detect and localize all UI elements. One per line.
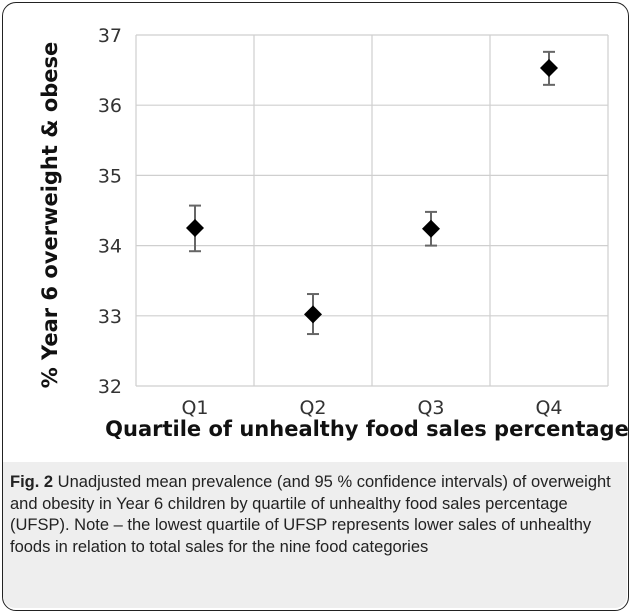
data-point-q3 (422, 219, 440, 238)
data-point-q4 (540, 58, 558, 77)
x-tick-label: Q2 (299, 397, 326, 419)
x-tick-labels: Q1 Q2 Q3 Q4 (181, 397, 562, 419)
y-tick-label: 36 (98, 95, 122, 117)
data-point-q2 (304, 305, 322, 324)
grid (135, 34, 609, 387)
x-axis-label: Quartile of unhealthy food sales percent… (105, 417, 629, 441)
y-tick-label: 33 (98, 306, 122, 328)
x-tick-label: Q4 (535, 397, 562, 419)
x-tick-label: Q3 (417, 397, 444, 419)
figure-caption: Fig. 2 Unadjusted mean prevalence (and 9… (10, 472, 620, 558)
y-tick-label: 37 (98, 25, 122, 47)
y-tick-label: 34 (98, 236, 122, 258)
x-tick-label: Q1 (181, 397, 208, 419)
caption-panel (3, 462, 627, 608)
y-tick-label: 35 (98, 165, 122, 187)
caption-text: Unadjusted mean prevalence (and 95 % con… (10, 473, 611, 556)
y-axis-label: % Year 6 overweight & obese (38, 42, 62, 389)
y-tick-labels: 32 33 34 35 36 37 (98, 25, 122, 398)
y-tick-label: 32 (98, 376, 122, 398)
chart: 32 33 34 35 36 37 Q1 Q2 Q3 Q4 % Year 6 overweigh… (38, 25, 629, 441)
figure-label: Fig. 2 (10, 473, 54, 491)
data-points (186, 58, 558, 324)
data-point-q1 (186, 219, 204, 238)
